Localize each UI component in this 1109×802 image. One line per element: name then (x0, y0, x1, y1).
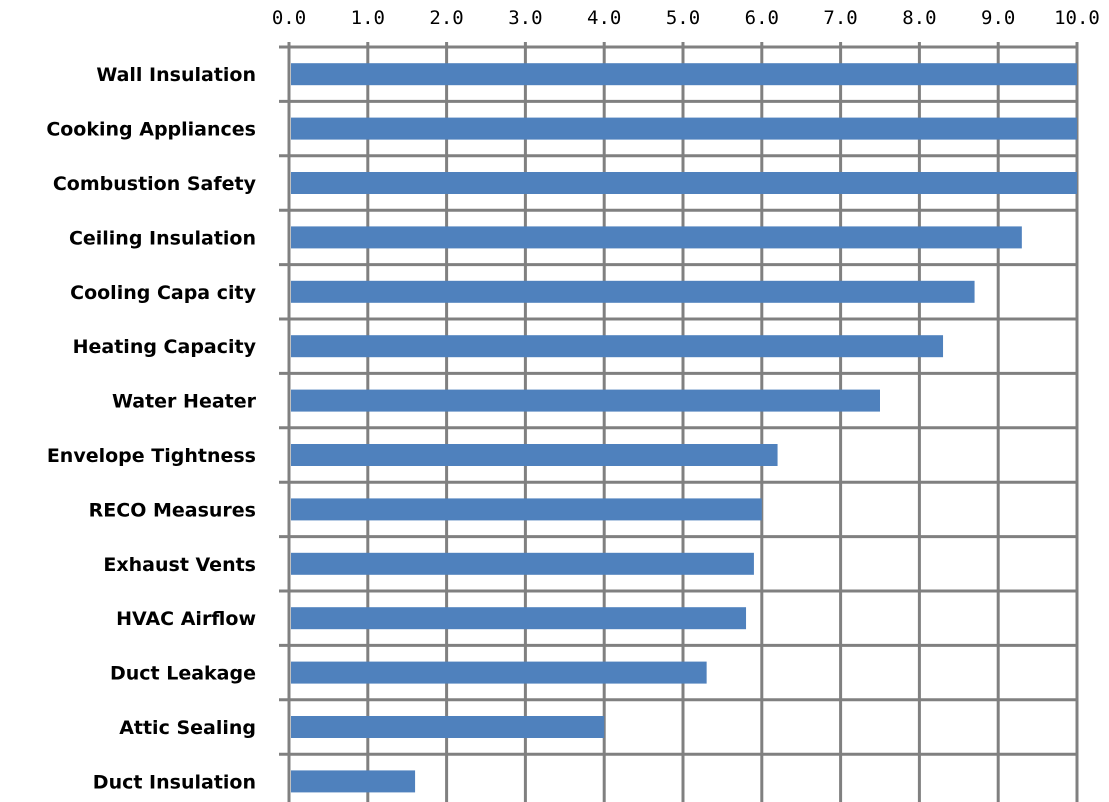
category-label: Envelope Tightness (47, 445, 256, 467)
category-label: Wall Insulation (96, 64, 256, 86)
category-label: Combustion Safety (53, 173, 257, 195)
x-tick-label: 5.0 (666, 7, 700, 29)
bar (291, 172, 1077, 194)
bar (291, 444, 778, 466)
x-tick-label: 0.0 (272, 7, 306, 29)
category-label: Duct Leakage (110, 663, 256, 685)
bar (291, 226, 1022, 249)
category-label: Heating Capacity (73, 336, 257, 358)
x-tick-label: 8.0 (902, 7, 936, 29)
category-label: Water Heater (112, 391, 257, 413)
bars (291, 63, 1077, 793)
bar (291, 117, 1077, 140)
x-tick-label: 2.0 (429, 7, 463, 29)
x-tick-label: 4.0 (587, 7, 621, 29)
bar (291, 607, 747, 630)
bar (291, 661, 707, 684)
bar (291, 280, 975, 303)
category-label: Cooking Appliances (46, 119, 256, 141)
x-tick-label: 6.0 (745, 7, 779, 29)
category-label: RECO Measures (89, 499, 256, 521)
bar (291, 63, 1077, 86)
category-label: HVAC Airflow (116, 608, 256, 630)
x-tick-label: 9.0 (981, 7, 1015, 29)
gridlines (279, 42, 1079, 802)
x-axis-ticks: 0.0 1.0 2.0 3.0 4.0 5.0 6.0 7.0 8.0 9.0 10.0 (272, 7, 1100, 29)
bar (291, 335, 944, 358)
category-label: Ceiling Insulation (69, 227, 256, 249)
x-tick-label: 1.0 (351, 7, 385, 29)
x-tick-label: 3.0 (508, 7, 542, 29)
bar (291, 770, 416, 793)
category-labels: Wall Insulation Cooking Appliances Combust… (46, 64, 256, 793)
bar (291, 498, 762, 521)
x-tick-label: 10.0 (1054, 7, 1100, 29)
category-label: Cooling Capa city (70, 282, 256, 304)
bar (291, 389, 880, 412)
category-label: Duct Insulation (93, 771, 256, 793)
bar (291, 716, 605, 738)
bar (291, 552, 754, 575)
category-label: Exhaust Vents (103, 554, 256, 576)
x-tick-label: 7.0 (823, 7, 857, 29)
category-label: Attic Sealing (119, 717, 256, 739)
